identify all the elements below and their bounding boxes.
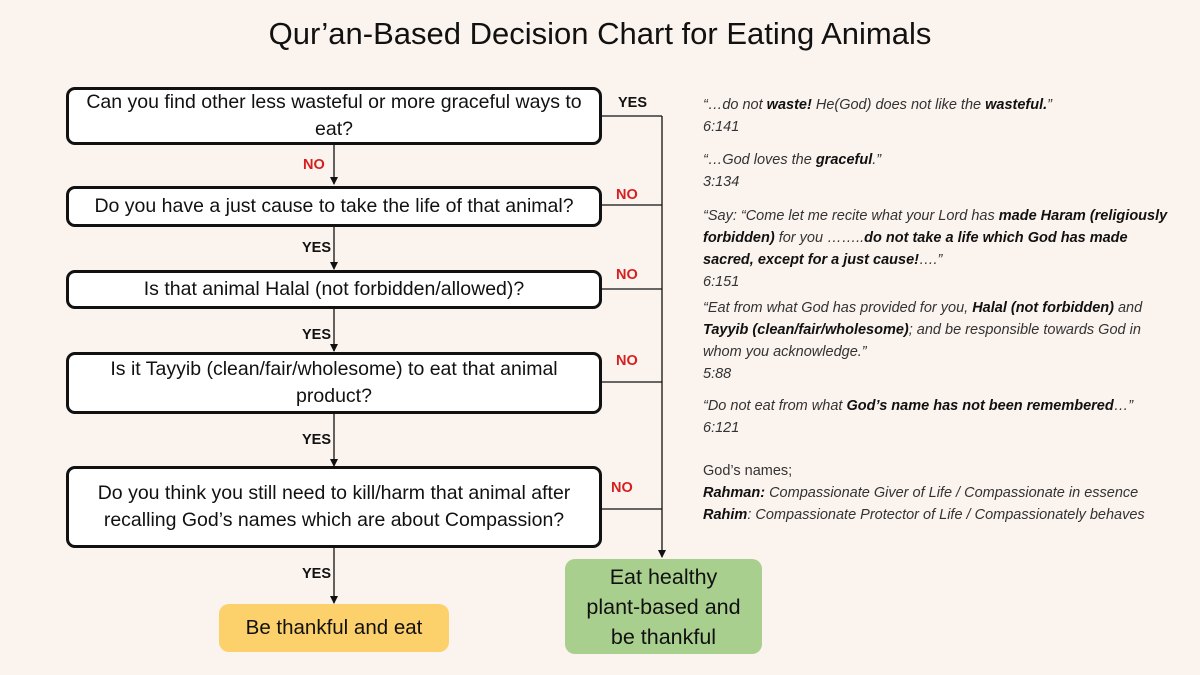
label-q2-next: YES	[302, 240, 332, 256]
gods-name-desc: : Compassionate Protector of Life / Comp…	[747, 507, 1145, 523]
quote-3: “Say: “Come let me recite what your Lord…	[703, 205, 1173, 293]
label-q1-exit: YES	[618, 95, 648, 111]
quote-emphasis: wasteful.	[985, 97, 1048, 113]
quote-segment: .”	[872, 152, 882, 168]
question-box-3: Is that animal Halal (not forbidden/allo…	[66, 270, 602, 309]
question-text-1: Can you find other less wasteful or more…	[86, 91, 582, 140]
page-title: Qur’an-Based Decision Chart for Eating A…	[268, 16, 932, 51]
quote-segment: for you ……..	[774, 230, 865, 246]
quote-text-4: “Eat from what God has provided for you,…	[703, 297, 1173, 363]
quote-ref-3: 6:151	[703, 274, 740, 290]
quote-emphasis: do not take a life which God has made sa…	[703, 230, 1128, 268]
quote-2: “…God loves the graceful.” 3:134	[703, 149, 1183, 193]
quote-emphasis: Tayyib (clean/fair/wholesome)	[703, 322, 909, 338]
quote-segment: “Eat from what God has provided for you,	[703, 300, 973, 316]
outcome-plant-based: Eat healthy plant-based and be thankful	[565, 559, 762, 654]
label-q5-exit: NO	[611, 480, 633, 496]
quote-segment: “Say: “Come let me recite what your Lord…	[703, 208, 999, 224]
gods-name-term: Rahman:	[703, 485, 766, 501]
outcome-plant-text: Eat healthy plant-based and be thankful	[586, 564, 741, 649]
quote-text-1: “…do not waste! He(God) does not like th…	[703, 94, 1183, 116]
quote-segment: and	[1113, 300, 1143, 316]
outcome-eat: Be thankful and eat	[219, 604, 449, 652]
quote-emphasis: Halal (not forbidden)	[972, 300, 1114, 316]
quote-emphasis: waste!	[766, 97, 812, 113]
gods-names: God’s names; Rahman: Compassionate Giver…	[703, 460, 1193, 526]
question-box-1: Can you find other less wasteful or more…	[66, 87, 602, 145]
label-q4-exit: NO	[616, 353, 638, 369]
quote-4: “Eat from what God has provided for you,…	[703, 297, 1173, 385]
quote-segment: ”	[1047, 97, 1052, 113]
question-text-4: Is it Tayyib (clean/fair/wholesome) to e…	[110, 358, 558, 407]
quote-segment: ; and be responsible towards God in whom…	[703, 322, 1141, 360]
quote-segment: ….”	[919, 252, 943, 268]
label-q2-exit: NO	[616, 187, 638, 203]
quote-segment: He(God) does not like the	[811, 97, 986, 113]
question-text-2: Do you have a just cause to take the lif…	[94, 195, 574, 217]
quote-emphasis: made Haram (religiously forbidden)	[703, 208, 1168, 246]
question-text-3: Is that animal Halal (not forbidden/allo…	[143, 278, 525, 300]
quote-text-5: “Do not eat from what God’s name has not…	[703, 395, 1183, 417]
quote-emphasis: God’s name has not been remembered	[846, 398, 1114, 414]
quote-ref-4: 5:88	[703, 366, 732, 382]
gods-names-heading: God’s names;	[703, 463, 793, 479]
label-q1-next: NO	[303, 157, 325, 173]
question-box-2: Do you have a just cause to take the lif…	[66, 186, 602, 227]
question-text-5: Do you think you still need to kill/harm…	[97, 482, 571, 531]
quote-text-2: “…God loves the graceful.”	[703, 149, 1183, 171]
outcome-eat-text: Be thankful and eat	[245, 616, 423, 639]
quote-5: “Do not eat from what God’s name has not…	[703, 395, 1183, 439]
quote-1: “…do not waste! He(God) does not like th…	[703, 94, 1183, 138]
quote-text-3: “Say: “Come let me recite what your Lord…	[703, 205, 1173, 271]
quote-ref-5: 6:121	[703, 420, 740, 436]
gods-name-rahim: Rahim: Compassionate Protector of Life /…	[703, 504, 1193, 526]
quote-segment: “…do not	[703, 97, 767, 113]
quote-emphasis: graceful	[815, 152, 873, 168]
question-box-4: Is it Tayyib (clean/fair/wholesome) to e…	[66, 352, 602, 414]
quote-segment: “Do not eat from what	[703, 398, 847, 414]
quote-ref-1: 6:141	[703, 119, 740, 135]
label-q4-next: YES	[302, 432, 332, 448]
gods-name-term: Rahim	[703, 507, 748, 523]
gods-name-rahman: Rahman: Compassionate Giver of Life / Co…	[703, 482, 1193, 504]
gods-name-desc: Compassionate Giver of Life / Compassion…	[765, 485, 1139, 501]
question-box-5: Do you think you still need to kill/harm…	[66, 466, 602, 548]
label-q5-next: YES	[302, 566, 332, 582]
quote-segment: “…God loves the	[703, 152, 816, 168]
quote-ref-2: 3:134	[703, 174, 740, 190]
label-q3-exit: NO	[616, 267, 638, 283]
quote-segment: …”	[1113, 398, 1134, 414]
label-q3-next: YES	[302, 327, 332, 343]
